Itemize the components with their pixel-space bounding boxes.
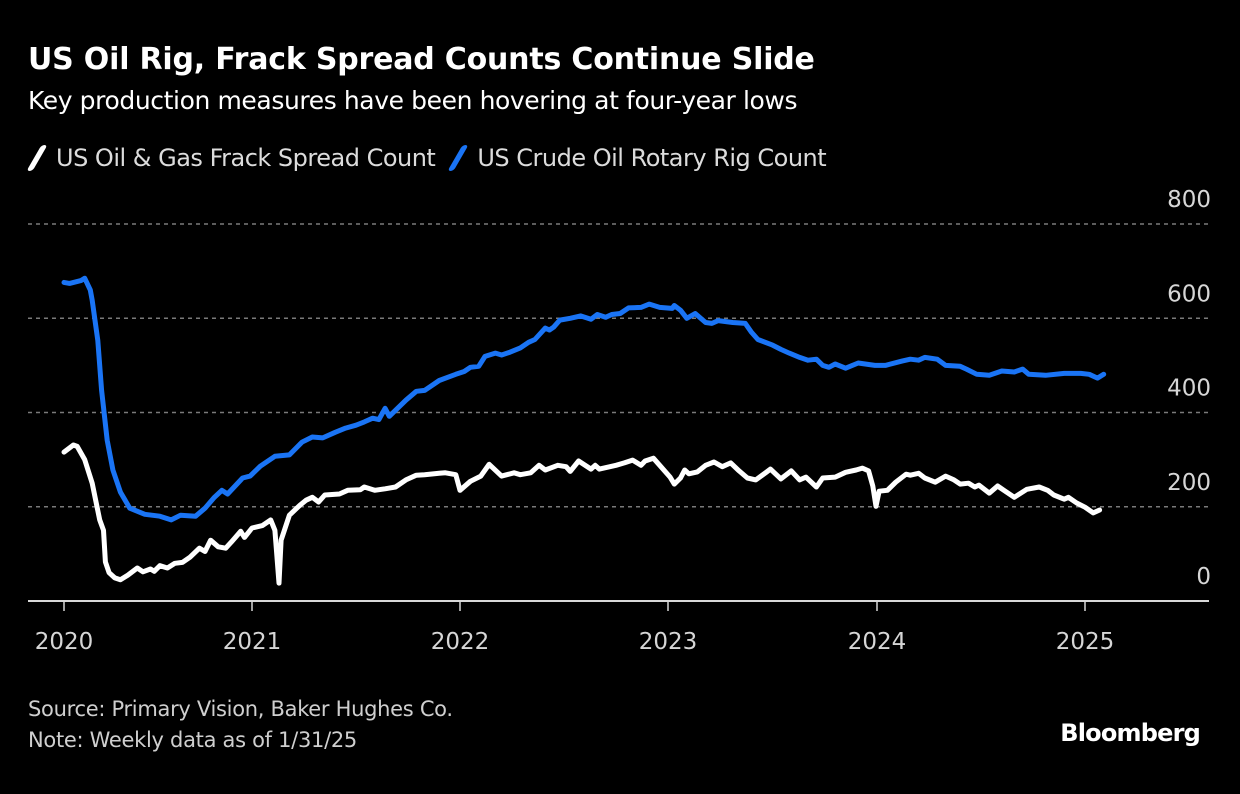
series-line-rig-count	[61, 275, 1107, 523]
y-tick-label-0: 0	[1196, 564, 1211, 590]
chart-subtitle: Key production measures have been hoveri…	[28, 86, 798, 115]
legend-item-rigs: US Crude Oil Rotary Rig Count	[447, 144, 827, 172]
x-tick-label-2023: 2023	[639, 629, 698, 655]
y-tick-label-800: 800	[1167, 187, 1211, 213]
legend-label-rigs: US Crude Oil Rotary Rig Count	[477, 144, 827, 172]
legend: US Oil & Gas Frack Spread Count US Crude…	[26, 141, 840, 175]
x-tick-label-2025: 2025	[1056, 629, 1115, 655]
legend-item-frack: US Oil & Gas Frack Spread Count	[26, 144, 436, 172]
y-axis-ticks: 0 200 400 600 800	[1167, 187, 1211, 590]
x-axis: 2020 2021 2022 2023 2024 2025	[28, 600, 1209, 655]
y-tick-label-200: 200	[1167, 470, 1211, 496]
y-tick-label-600: 600	[1167, 281, 1211, 307]
x-tick-label-2022: 2022	[431, 629, 490, 655]
series-line-frack-spread	[61, 442, 1103, 586]
x-tick-label-2021: 2021	[223, 629, 282, 655]
y-tick-label-400: 400	[1167, 376, 1211, 402]
chart-title: US Oil Rig, Frack Spread Counts Continue…	[28, 42, 815, 77]
bloomberg-logo: Bloomberg	[1060, 719, 1201, 747]
data-note: Note: Weekly data as of 1/31/25	[28, 728, 357, 752]
footer: Source: Primary Vision, Baker Hughes Co.…	[28, 694, 453, 756]
series-lines	[61, 275, 1107, 586]
x-tick-label-2020: 2020	[35, 629, 94, 655]
legend-label-frack: US Oil & Gas Frack Spread Count	[56, 144, 436, 172]
gridlines	[28, 223, 1209, 508]
x-tick-label-2024: 2024	[848, 629, 907, 655]
source-note: Source: Primary Vision, Baker Hughes Co.	[28, 697, 453, 721]
